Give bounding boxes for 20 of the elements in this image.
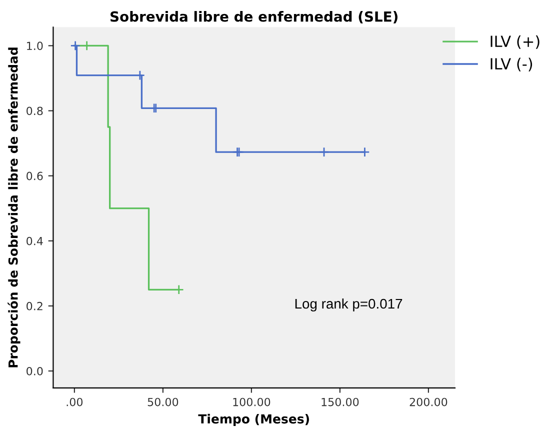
y-tick-label: 0.2 <box>26 302 42 310</box>
legend-label: ILV (+) <box>490 35 540 49</box>
y-tick-label: 0.8 <box>26 106 43 116</box>
x-tick-label: 200.00 <box>410 398 448 406</box>
y-tick-label: 0.6 <box>26 172 43 180</box>
chart-title: Sobrevida libre de enfermedad (SLE) <box>110 11 398 24</box>
x-axis-title: Tiempo (Meses) <box>198 414 309 426</box>
point <box>70 40 80 51</box>
point <box>318 146 330 158</box>
x-tick-label: 50.00 <box>148 398 178 406</box>
y-tick-label: 0.0 <box>26 366 43 376</box>
y-axis-title: Proporción de Sobrevida libre de enfermedad <box>8 48 20 368</box>
x-tick-label: .00 <box>66 398 83 406</box>
point <box>360 146 370 158</box>
legend-label: ILV (-) <box>490 58 532 72</box>
y-tick-label: 0.4 <box>26 236 43 246</box>
annotation: Log rank p=0.017 <box>295 298 402 312</box>
x-tick-label: 100.00 <box>233 398 270 406</box>
x-tick-label: 150.00 <box>322 398 359 406</box>
y-tick-label: 1.0 <box>27 42 43 50</box>
